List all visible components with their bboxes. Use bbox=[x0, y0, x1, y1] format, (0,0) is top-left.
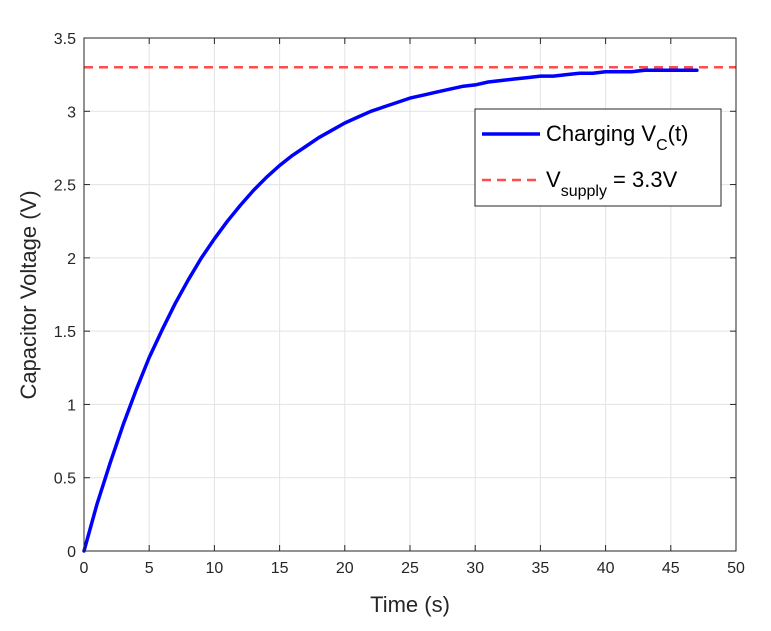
series-layer bbox=[82, 66, 736, 553]
legend-label-charging-sub: C bbox=[656, 137, 668, 154]
legend-label-supply-sub: supply bbox=[561, 183, 607, 200]
x-tick-label: 50 bbox=[727, 560, 745, 577]
legend: Charging VC(t) Vsupply = 3.3V bbox=[474, 108, 722, 207]
y-tick-label: 2.5 bbox=[54, 178, 76, 195]
x-tick-label: 5 bbox=[145, 560, 154, 577]
x-tick-label: 45 bbox=[662, 560, 680, 577]
legend-label-supply-tail: = 3.3V bbox=[607, 167, 678, 192]
x-tick-label: 40 bbox=[597, 560, 615, 577]
x-tick-label: 15 bbox=[271, 560, 289, 577]
legend-label-supply-main: V bbox=[546, 167, 561, 192]
y-tick-label: 0.5 bbox=[54, 471, 76, 488]
y-tick-label: 1.5 bbox=[54, 324, 76, 341]
x-tick-label: 10 bbox=[206, 560, 224, 577]
x-axis-label: Time (s) bbox=[370, 592, 450, 617]
x-tick-label: 30 bbox=[466, 560, 484, 577]
x-tick-label: 35 bbox=[532, 560, 550, 577]
x-tick-label: 20 bbox=[336, 560, 354, 577]
y-tick-label: 3 bbox=[67, 104, 76, 121]
y-tick-label: 2 bbox=[67, 251, 76, 268]
legend-label-supply: Vsupply = 3.3V bbox=[546, 167, 678, 200]
legend-box bbox=[474, 108, 722, 207]
y-tick-label: 1 bbox=[67, 397, 76, 414]
ticks: 0 5 10 15 20 25 30 35 40 45 50 0 0.5 1 1.5 2 2.5 3 3.5 bbox=[54, 31, 745, 577]
legend-label-charging-tail: (t) bbox=[668, 121, 689, 146]
y-tick-label: 3.5 bbox=[54, 31, 76, 48]
y-axis-label: Capacitor Voltage (V) bbox=[16, 190, 41, 399]
x-tick-label: 25 bbox=[401, 560, 419, 577]
x-tick-label: 0 bbox=[80, 560, 89, 577]
series-charging-line bbox=[82, 68, 699, 553]
y-tick-label: 0 bbox=[67, 544, 76, 561]
legend-label-charging-main: Charging V bbox=[546, 121, 656, 146]
legend-label-charging: Charging VC(t) bbox=[546, 121, 688, 154]
